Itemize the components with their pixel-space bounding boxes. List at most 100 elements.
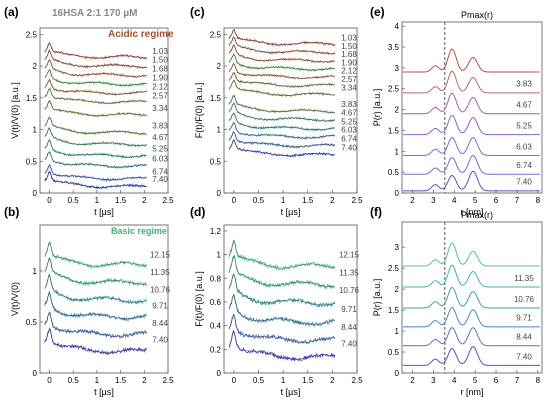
x-tick-label: 0	[232, 376, 237, 385]
x-tick-label: 0.5	[68, 376, 80, 385]
series-label-c-7: 3.83	[341, 100, 357, 109]
panel-letter-a: (a)	[4, 5, 19, 19]
series-label-b-1: 11.35	[150, 268, 170, 277]
panel-e-ylabel: P(r) [a.u.]	[372, 89, 382, 127]
fit-line-a-12	[44, 171, 147, 188]
x-tick-label: 1.5	[302, 196, 314, 205]
x-tick-label: 8	[536, 376, 541, 385]
fit-line-c-5	[228, 72, 335, 87]
fit-line-b-5	[44, 328, 147, 354]
series-label-c-1: 1.50	[341, 42, 357, 51]
y-tick-label: 2.5	[388, 264, 400, 273]
y-tick-label: 0	[395, 189, 400, 198]
y-tick-label: 0.8	[210, 274, 222, 283]
fit-line-d-5	[228, 331, 335, 360]
panel-f-chart: Pmax(r) P(r) [a.u.] r [nm] 2 3 4 5 6 7 800.511…	[372, 210, 543, 397]
series-line-e-0	[403, 48, 540, 73]
series-label-c-6: 3.34	[341, 84, 357, 93]
series-label-a-3: 1.90	[152, 74, 168, 83]
fit-line-c-2	[228, 44, 335, 63]
y-tick-label: 0	[217, 189, 222, 198]
y-tick-label: 3	[395, 64, 400, 73]
panel-f-title: Pmax(r)	[461, 210, 493, 220]
plot-frame	[223, 224, 358, 374]
series-line-c-9	[228, 112, 336, 132]
x-tick-label: 0.5	[68, 196, 80, 205]
series-label-b-2: 10.76	[150, 285, 171, 294]
series-label-a-5: 2.57	[152, 91, 168, 100]
series-label-a-1: 1.50	[152, 56, 168, 65]
panel-c-xlabel: t [µs]	[281, 207, 301, 217]
series-label-f-5: 7.40	[516, 352, 532, 361]
panel-e-xlabel: r [nm]	[460, 207, 483, 217]
series-label-a-11: 6.74	[152, 167, 168, 176]
fit-line-a-10	[44, 151, 147, 168]
fit-line-a-5	[44, 88, 147, 104]
series-label-d-3: 9.71	[341, 305, 357, 314]
fit-line-d-1	[228, 255, 335, 288]
fit-line-a-3	[44, 69, 147, 86]
series-label-f-4: 8.44	[516, 333, 532, 342]
fit-line-a-0	[44, 43, 147, 59]
series-label-d-4: 8.44	[341, 323, 357, 332]
series-line-d-1	[228, 253, 335, 290]
series-label-a-4: 2.12	[152, 82, 168, 91]
sample-label: 16HSA 2:1 170 µM	[52, 8, 137, 19]
series-label-a-9: 5.25	[152, 145, 168, 154]
series-label-c-10: 6.03	[341, 126, 357, 135]
series-label-a-12: 7.40	[152, 175, 168, 184]
panel-d-ylabel: F(t)/F(0) [a.u.]	[194, 271, 204, 327]
y-tick-label: 4	[395, 22, 400, 31]
fit-line-c-12	[228, 140, 335, 156]
series-label-c-2: 1.68	[341, 50, 357, 59]
series-line-b-1	[44, 257, 147, 287]
series-line-e-5	[403, 154, 540, 175]
y-tick-label: 2	[395, 285, 400, 294]
series-label-c-5: 2.57	[341, 75, 357, 84]
y-tick-label: 2	[33, 62, 38, 71]
series-line-f-1	[403, 264, 540, 288]
y-tick-label: 2	[395, 106, 400, 115]
fit-line-a-6	[44, 100, 147, 117]
series-line-f-3	[403, 307, 540, 328]
series-label-c-4: 2.12	[341, 67, 357, 76]
series-line-c-7	[228, 94, 335, 114]
series-label-f-3: 9.71	[516, 314, 532, 323]
x-tick-label: 1	[95, 196, 100, 205]
y-tick-label: 0.2	[210, 345, 222, 354]
x-tick-label: 1	[281, 196, 286, 205]
x-tick-label: 0.5	[253, 196, 265, 205]
x-tick-label: 7	[515, 376, 520, 385]
fit-line-b-1	[44, 257, 147, 285]
fit-line-b-2	[44, 274, 147, 303]
y-tick-label: 0.5	[210, 157, 222, 166]
x-tick-label: 3	[431, 376, 436, 385]
panel-a-ylabel: V(t)/V(0) [a.u.]	[10, 82, 20, 139]
fit-line-c-8	[228, 103, 335, 122]
x-tick-label: 1	[281, 376, 286, 385]
series-label-b-5: 7.40	[152, 335, 168, 344]
x-tick-label: 5	[473, 196, 478, 205]
series-label-c-9: 5.25	[341, 117, 357, 126]
series-label-a-10: 6.03	[152, 155, 168, 164]
panel-letter-f: (f)	[370, 205, 382, 219]
series-line-a-5	[44, 87, 147, 105]
x-tick-label: 2	[330, 196, 335, 205]
series-line-a-0	[44, 41, 148, 60]
x-tick-label: 0	[47, 196, 52, 205]
x-tick-label: 4	[452, 196, 457, 205]
series-line-b-5	[44, 327, 148, 356]
panel-d-xlabel: t [µs]	[281, 387, 301, 397]
x-tick-label: 2	[142, 376, 147, 385]
series-line-b-3	[44, 290, 147, 322]
series-label-b-3: 9.71	[152, 302, 168, 311]
panel-f-xlabel: r [nm]	[460, 387, 483, 397]
x-tick-label: 7	[515, 196, 520, 205]
fit-line-c-11	[228, 131, 335, 148]
x-tick-label: 5	[473, 376, 478, 385]
fit-line-b-4	[44, 311, 147, 337]
panel-e-chart: Pmax(r) P(r) [a.u.] r [nm] 2 3 4 5 6 7 8 0 0.5 1 1…	[372, 10, 543, 217]
series-label-a-2: 1.68	[152, 65, 168, 74]
y-tick-label: 0	[33, 189, 38, 198]
series-label-d-1: 11.35	[339, 268, 359, 277]
